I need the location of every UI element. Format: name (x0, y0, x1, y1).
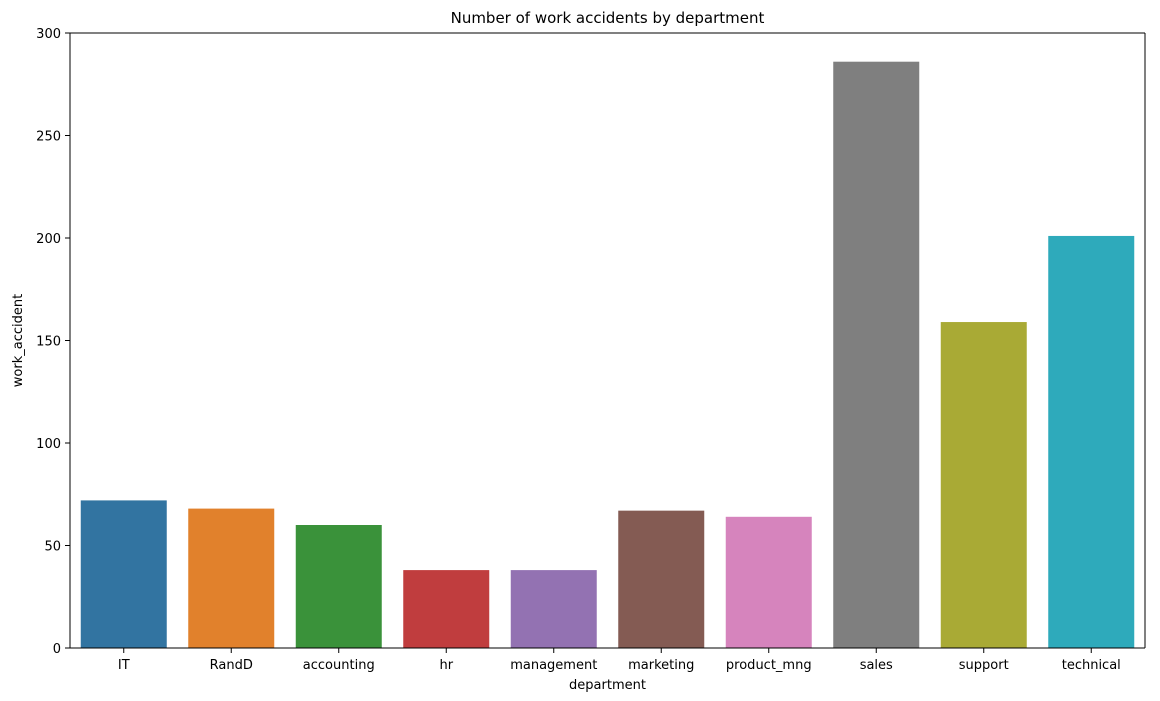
x-tick-label: management (510, 658, 597, 673)
x-tick-label: hr (439, 658, 453, 673)
bar-RandD (188, 508, 275, 648)
bar-IT (80, 500, 167, 648)
x-tick-label: sales (860, 658, 893, 673)
bar-sales (833, 61, 920, 648)
bars-group (80, 61, 1135, 648)
y-tick-label: 200 (36, 232, 61, 247)
bar-support (940, 322, 1027, 648)
bar-accounting (295, 525, 382, 648)
x-axis-title: department (569, 678, 646, 693)
y-ticks-group: 0 50 100 150 200 250 300 (36, 27, 70, 657)
y-tick-label: 250 (36, 130, 61, 145)
x-tick-label: product_mng (726, 658, 812, 673)
y-tick-label: 0 (53, 642, 61, 657)
bar-hr (403, 570, 490, 648)
y-axis-title: work_accident (11, 294, 26, 387)
y-tick-label: 300 (36, 27, 61, 42)
bar-marketing (618, 510, 705, 648)
x-tick-label: support (959, 658, 1009, 673)
x-tick-label: marketing (628, 658, 694, 673)
chart-title: Number of work accidents by department (451, 9, 765, 27)
x-ticks-group: IT RandD accounting hr management marketing pr… (118, 648, 1121, 673)
bar-product_mng (725, 516, 812, 648)
bar-management (510, 570, 597, 648)
x-tick-label: technical (1062, 658, 1121, 673)
x-tick-label: RandD (210, 658, 253, 673)
y-tick-label: 100 (36, 437, 61, 452)
x-tick-label: IT (118, 658, 130, 673)
y-tick-label: 50 (44, 540, 61, 555)
x-tick-label: accounting (303, 658, 375, 673)
bar-technical (1048, 235, 1135, 648)
y-tick-label: 150 (36, 335, 61, 350)
